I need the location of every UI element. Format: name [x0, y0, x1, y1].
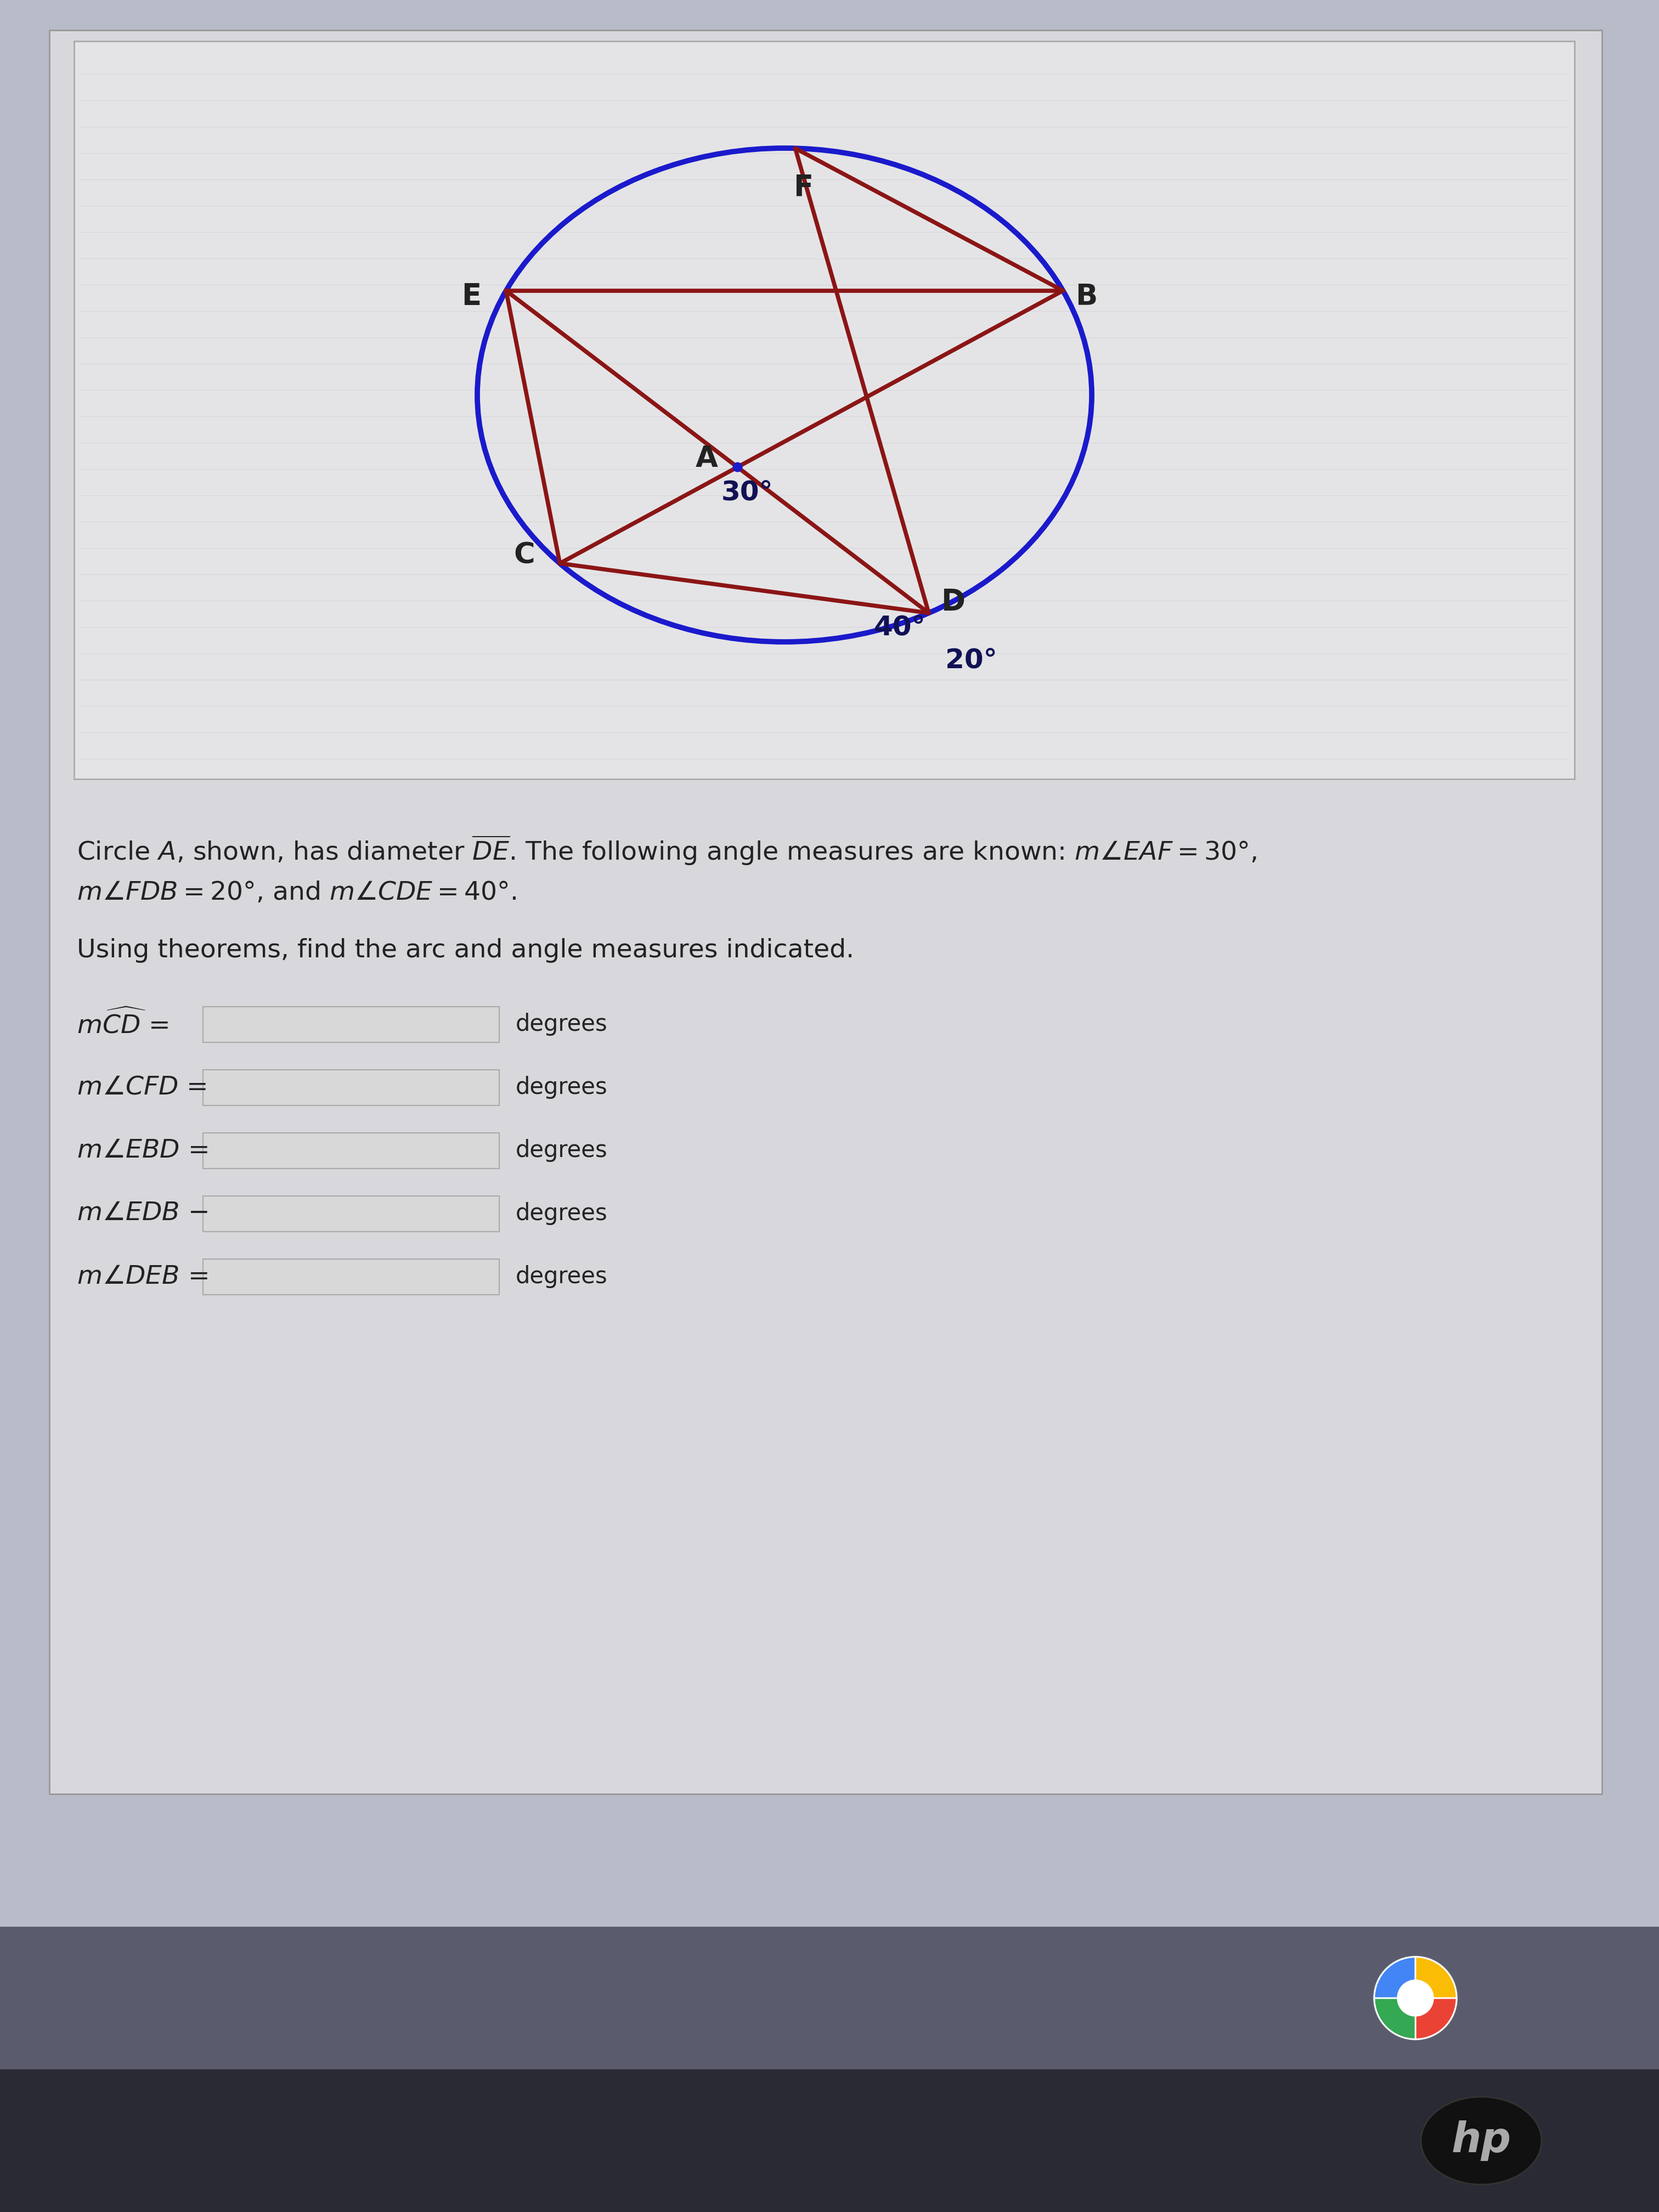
- Bar: [202, 1133, 499, 1168]
- Wedge shape: [1415, 1997, 1457, 2039]
- Text: $m\angle FDB = 20°$, and $m\angle CDE = 40°$.: $m\angle FDB = 20°$, and $m\angle CDE = …: [76, 880, 516, 905]
- Text: $m\widehat{CD}$ =: $m\widehat{CD}$ =: [76, 1009, 169, 1040]
- Text: degrees: degrees: [516, 1075, 607, 1099]
- Text: 40°: 40°: [874, 615, 926, 641]
- Text: Using theorems, find the arc and angle measures indicated.: Using theorems, find the arc and angle m…: [76, 938, 854, 962]
- Text: B: B: [1075, 281, 1097, 310]
- Bar: [202, 1071, 499, 1106]
- Text: degrees: degrees: [516, 1139, 607, 1161]
- Text: $m\angle EDB$ $-$: $m\angle EDB$ $-$: [76, 1201, 207, 1225]
- Text: 20°: 20°: [946, 646, 997, 672]
- Bar: [202, 1006, 499, 1042]
- Text: D: D: [941, 588, 966, 617]
- Wedge shape: [1415, 1958, 1457, 1997]
- Text: hp: hp: [1452, 2121, 1511, 2161]
- Bar: [50, 31, 1603, 1794]
- Text: Circle $\it{A}$, shown, has diameter $\overline{DE}$. The following angle measur: Circle $\it{A}$, shown, has diameter $\o…: [76, 834, 1256, 867]
- Text: C: C: [514, 542, 536, 568]
- Bar: [75, 42, 1574, 779]
- Bar: [0, 2070, 1659, 2212]
- Ellipse shape: [1420, 2097, 1541, 2185]
- Wedge shape: [1374, 1997, 1415, 2039]
- Text: degrees: degrees: [516, 1013, 607, 1035]
- Circle shape: [1397, 1980, 1433, 2017]
- Text: E: E: [461, 281, 481, 310]
- Wedge shape: [1374, 1958, 1415, 1997]
- Text: A: A: [695, 445, 718, 473]
- Circle shape: [1374, 1958, 1457, 2039]
- Text: degrees: degrees: [516, 1265, 607, 1287]
- Text: $m\angle EBD$ =: $m\angle EBD$ =: [76, 1139, 207, 1164]
- Bar: [202, 1197, 499, 1232]
- Bar: [0, 1927, 1659, 2070]
- Text: $m\angle CFD$ =: $m\angle CFD$ =: [76, 1075, 207, 1099]
- Text: degrees: degrees: [516, 1201, 607, 1225]
- Bar: [202, 1259, 499, 1294]
- Text: F: F: [793, 173, 813, 201]
- Text: $m\angle DEB$ =: $m\angle DEB$ =: [76, 1265, 207, 1290]
- Text: 30°: 30°: [722, 480, 773, 507]
